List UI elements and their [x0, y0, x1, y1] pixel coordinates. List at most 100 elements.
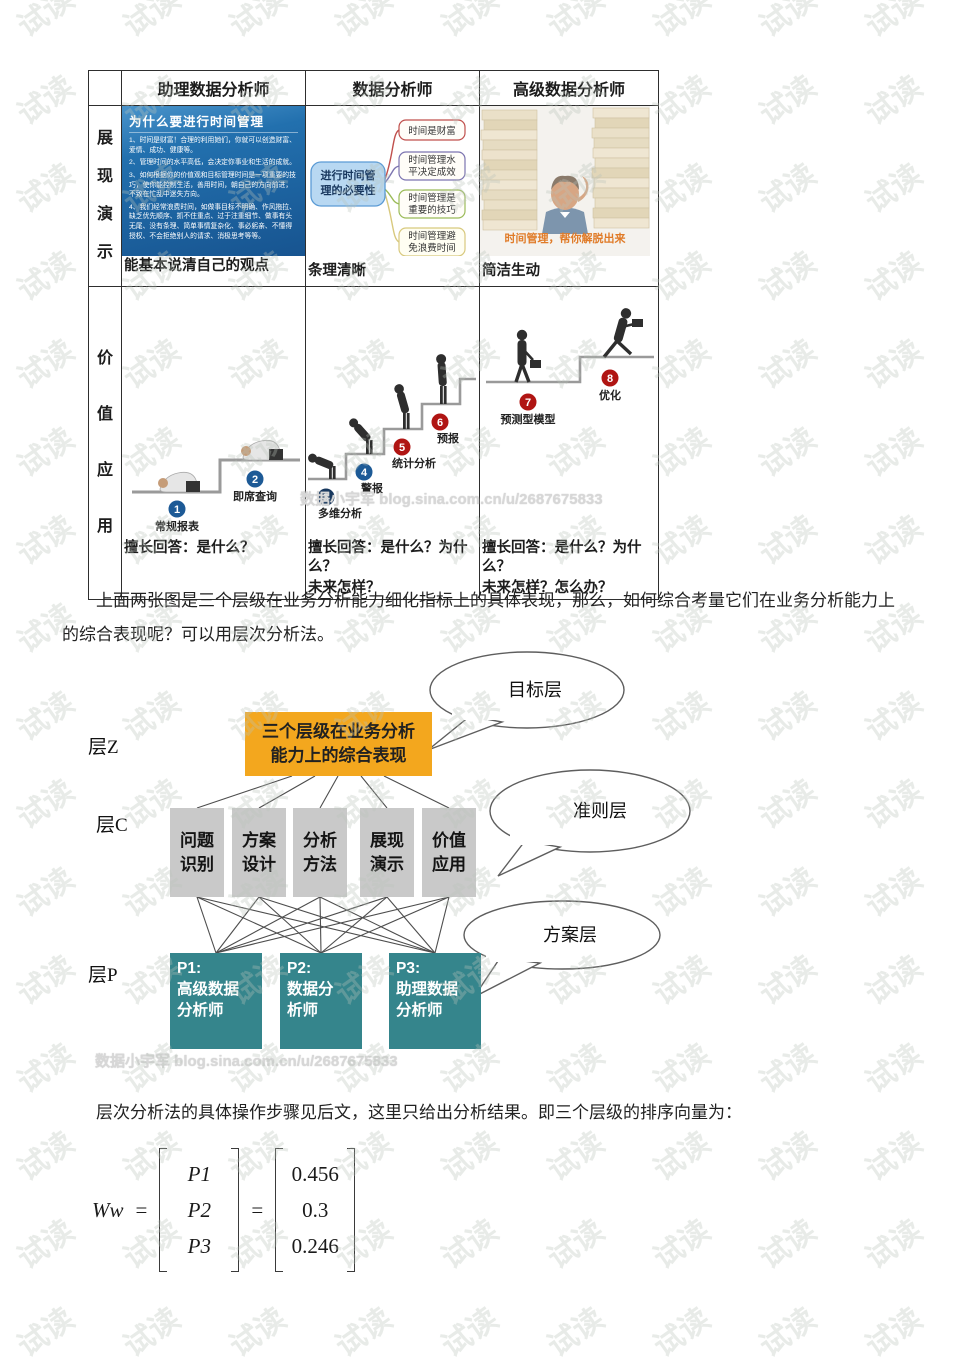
- cell-presentation-assistant: 为什么要进行时间管理 1、时间是财富！合理的利用她们，你就可以创造财富、爱情、成…: [121, 105, 306, 287]
- step-label: 优化: [599, 388, 621, 402]
- time-management-slide: 为什么要进行时间管理 1、时间是财富！合理的利用她们，你就可以创造财富、爱情、成…: [122, 106, 305, 256]
- watermark-text: 试读: [753, 510, 823, 572]
- layer-label-z: 层Z: [88, 737, 119, 758]
- slide-point: 4、我们经常浪费时间，如做事目标不明确、作风拖拉、缺乏优先顺序、抓不住重点、过于…: [129, 203, 296, 240]
- paper-stack-right-icon: [591, 107, 650, 229]
- watermark-text: 试读: [647, 0, 717, 44]
- criteria-node-presentation: 展现 演示: [360, 808, 414, 897]
- watermark-text: 试读: [223, 0, 293, 44]
- watermark-text: 试读: [435, 1302, 505, 1357]
- criteria-node-design: 方案 设计: [232, 808, 286, 897]
- watermark-text: 试读: [541, 1214, 611, 1276]
- watermark-text: 试读: [11, 334, 81, 396]
- table-row: 展现演示 为什么要进行时间管理 1、时间是财富！合理的利用她们，你就可以创造财富…: [88, 105, 659, 287]
- table-header-row: 助理数据分析师 数据分析师 高级数据分析师: [88, 70, 659, 106]
- watermark-text: 试读: [541, 1302, 611, 1357]
- photo-overlay-text: 时间管理，帮你解脱出来: [505, 231, 627, 245]
- running-figure-icon: [602, 308, 643, 359]
- cell-value-analyst: 3 多维分析 4 警报 5 统计分析 6 预报: [305, 286, 480, 600]
- svg-text:时间管理是: 时间管理是: [408, 192, 456, 204]
- watermark-text: 试读: [859, 0, 929, 44]
- watermark-text: 试读: [753, 1302, 823, 1357]
- watermark-text: 试读: [753, 334, 823, 396]
- step-label: 常规报表: [155, 519, 200, 533]
- watermark-text: 试读: [859, 1214, 929, 1276]
- step-badge-6: 6 预报: [430, 412, 460, 445]
- mindmap-branch-3: [398, 189, 466, 219]
- watermark-text: 试读: [859, 510, 929, 572]
- cell-caption: 未来怎样？怎么办？: [482, 580, 613, 596]
- watermark-text: 试读: [753, 422, 823, 484]
- svg-text:4: 4: [361, 467, 368, 479]
- watermark-text: 试读: [859, 246, 929, 308]
- col-header-analyst: 数据分析师: [305, 70, 480, 106]
- step-label: 预测型模型: [501, 412, 556, 426]
- watermark-text: 试读: [117, 0, 187, 44]
- cell-caption: 擅长回答：是什么？为什么？: [308, 540, 468, 575]
- watermark-text: 试读: [435, 1214, 505, 1276]
- watermark-text: 试读: [753, 158, 823, 220]
- cell-caption: 能基本说清自己的观点: [124, 258, 269, 274]
- watermark-text: 试读: [11, 158, 81, 220]
- criteria-node-value: 价值 应用: [422, 808, 476, 897]
- watermark-text: 试读: [329, 0, 399, 44]
- svg-text:7: 7: [525, 397, 531, 409]
- plan-node-p2: P2: 数据分 析师: [280, 953, 362, 1049]
- watermark-text: 试读: [329, 1302, 399, 1357]
- svg-text:时间管理避: 时间管理避: [408, 230, 456, 242]
- step-badge-1: 1 常规报表: [155, 499, 200, 533]
- watermark-text: 试读: [223, 1302, 293, 1357]
- competency-table: 助理数据分析师 数据分析师 高级数据分析师 展现演示 为什么要进行时间管理 1、…: [88, 70, 659, 600]
- blog-watermark: 数据小宇军 blog.sina.com.cn/u/2687675833: [95, 1053, 398, 1070]
- watermark-text: 试读: [11, 422, 81, 484]
- watermark-text: 试读: [11, 1214, 81, 1276]
- slide-point: 2、管理时间的水平高低，会决定你事业和生活的成就。: [129, 159, 296, 167]
- svg-text:平决定成效: 平决定成效: [408, 166, 456, 178]
- steps-1-2-image: 1 常规报表 2 即席查询: [132, 439, 300, 533]
- blog-watermark: 数据小宇军 blog.sina.com.cn/u/2687675833: [300, 491, 603, 508]
- stressed-man-icon: [542, 175, 589, 234]
- cell-caption: 未来怎样？: [308, 580, 381, 596]
- goal-layer-bubble: 目标层: [427, 651, 625, 751]
- standing-figure-icon: [436, 354, 447, 404]
- walking-figure-icon: [514, 329, 541, 383]
- mindmap-branch-2: [398, 151, 466, 181]
- step-badge-4: 4 警报: [354, 462, 384, 495]
- mindmap-branch-1: [398, 119, 466, 141]
- standing-figure-icon: [394, 384, 410, 429]
- watermark-text: 试读: [11, 0, 81, 44]
- corner-cell: [88, 70, 122, 106]
- watermark-text: 试读: [859, 422, 929, 484]
- cell-value-senior: 7 预测型模型 8 优化 擅长回答：是什么？为什么？ 未来怎样？怎么办？: [479, 286, 659, 600]
- formula-lhs: Ww: [92, 1197, 124, 1222]
- bent-figure-icon: [349, 418, 373, 454]
- col-header-assistant: 助理数据分析师: [121, 70, 306, 106]
- table-row: 价值应用 1 常规报表: [88, 286, 659, 600]
- step-label: 多维分析: [318, 506, 362, 520]
- watermark-text: 试读: [647, 1214, 717, 1276]
- watermark-text: 试读: [117, 1302, 187, 1357]
- paper-stack-left-icon: [480, 109, 538, 231]
- ahp-diagram: 目标层 准则层 方案层 层Z 层C 层P 三个层级在业务分析 能力上的综合表现 …: [0, 648, 960, 1090]
- step-badge-5: 5 统计分析: [392, 437, 436, 470]
- cell-caption: 擅长回答：是什么？为什么？: [482, 540, 642, 575]
- goal-node: 三个层级在业务分析 能力上的综合表现: [245, 712, 432, 776]
- diagram-canvas: 目标层 准则层 方案层: [196, 651, 691, 999]
- plan-layer-bubble: 方案层: [463, 900, 661, 999]
- plan-node-p1: P1: 高级数据 分析师: [170, 953, 262, 1049]
- steps-3-6-image: 3 多维分析 4 警报 5 统计分析 6 预报: [308, 354, 476, 520]
- watermark-text: 试读: [753, 70, 823, 132]
- svg-text:时间管理水: 时间管理水: [408, 154, 456, 166]
- bubble-label: 目标层: [508, 680, 562, 700]
- watermark-text: 试读: [859, 158, 929, 220]
- watermark-text: 试读: [11, 1302, 81, 1357]
- kneeling-figure-icon: [158, 471, 201, 493]
- criteria-layer-bubble: 准则层: [489, 769, 691, 877]
- bubble-label: 准则层: [573, 801, 627, 821]
- step-badge-7: 7 预测型模型: [501, 392, 556, 426]
- svg-text:理的必要性: 理的必要性: [321, 183, 376, 197]
- svg-text:时间是财富: 时间是财富: [408, 125, 456, 137]
- paragraph-result: 层次分析法的具体操作步骤见后文，这里只给出分析结果。即三个层级的排序向量为：: [96, 1103, 742, 1122]
- watermark-text: 试读: [11, 510, 81, 572]
- step-label: 警报: [360, 481, 384, 495]
